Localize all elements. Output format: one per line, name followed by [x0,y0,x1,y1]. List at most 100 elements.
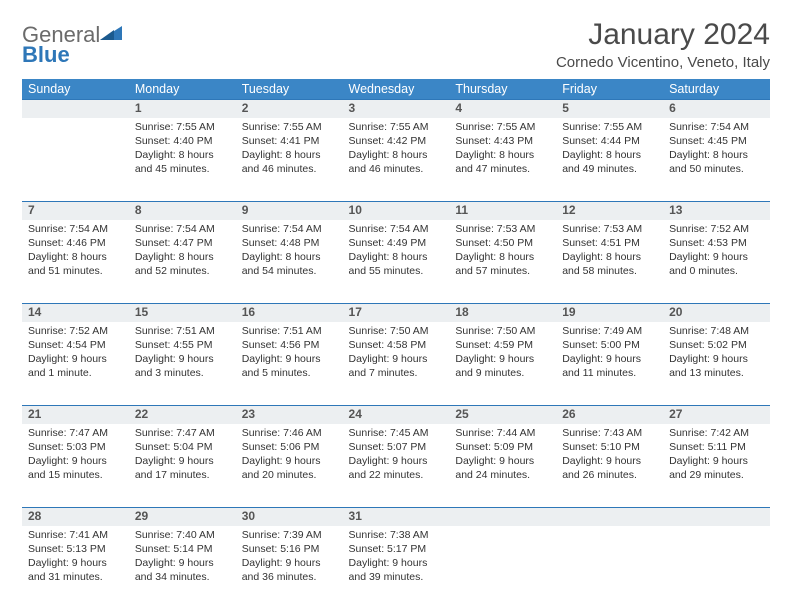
sunrise-text: Sunrise: 7:43 AM [562,426,657,440]
day-number: 4 [449,100,556,118]
daylight-text: Daylight: 9 hours and 0 minutes. [669,250,764,278]
daynum-row: 78910111213 [22,202,770,220]
sunset-text: Sunset: 5:16 PM [242,542,337,556]
header: General Blue January 2024 Cornedo Vicent… [22,18,770,71]
sunset-text: Sunset: 4:55 PM [135,338,230,352]
day-cell: Sunrise: 7:49 AMSunset: 5:00 PMDaylight:… [556,322,663,406]
day-cell: Sunrise: 7:41 AMSunset: 5:13 PMDaylight:… [22,526,129,610]
sunrise-text: Sunrise: 7:46 AM [242,426,337,440]
day-cell: Sunrise: 7:53 AMSunset: 4:51 PMDaylight:… [556,220,663,304]
sunrise-text: Sunrise: 7:51 AM [135,324,230,338]
month-title: January 2024 [556,18,770,52]
day-number: 1 [129,100,236,118]
day-number: 19 [556,304,663,322]
day-cell: Sunrise: 7:54 AMSunset: 4:47 PMDaylight:… [129,220,236,304]
day-cell: Sunrise: 7:42 AMSunset: 5:11 PMDaylight:… [663,424,770,508]
day-number: 25 [449,406,556,424]
day-number: 12 [556,202,663,220]
day-cell: Sunrise: 7:52 AMSunset: 4:53 PMDaylight:… [663,220,770,304]
sunrise-text: Sunrise: 7:54 AM [242,222,337,236]
sunrise-text: Sunrise: 7:47 AM [28,426,123,440]
weekday-friday: Friday [556,79,663,100]
sunrise-text: Sunrise: 7:52 AM [669,222,764,236]
weekday-sunday: Sunday [22,79,129,100]
daylight-text: Daylight: 9 hours and 1 minute. [28,352,123,380]
daylight-text: Daylight: 8 hours and 58 minutes. [562,250,657,278]
sunset-text: Sunset: 5:10 PM [562,440,657,454]
weekday-monday: Monday [129,79,236,100]
day-number: 29 [129,508,236,526]
sunrise-text: Sunrise: 7:55 AM [242,120,337,134]
day-number: 18 [449,304,556,322]
sunrise-text: Sunrise: 7:52 AM [28,324,123,338]
day-number: 24 [343,406,450,424]
sunset-text: Sunset: 5:13 PM [28,542,123,556]
daylight-text: Daylight: 8 hours and 55 minutes. [349,250,444,278]
weekday-wednesday: Wednesday [343,79,450,100]
daylight-text: Daylight: 9 hours and 31 minutes. [28,556,123,584]
content-row: Sunrise: 7:52 AMSunset: 4:54 PMDaylight:… [22,322,770,406]
sunrise-text: Sunrise: 7:55 AM [349,120,444,134]
sunrise-text: Sunrise: 7:41 AM [28,528,123,542]
sunset-text: Sunset: 4:51 PM [562,236,657,250]
daynum-row: 21222324252627 [22,406,770,424]
daylight-text: Daylight: 9 hours and 26 minutes. [562,454,657,482]
sunset-text: Sunset: 4:48 PM [242,236,337,250]
empty-daynum [449,508,556,526]
daylight-text: Daylight: 9 hours and 39 minutes. [349,556,444,584]
daylight-text: Daylight: 8 hours and 46 minutes. [349,148,444,176]
day-cell: Sunrise: 7:52 AMSunset: 4:54 PMDaylight:… [22,322,129,406]
sunset-text: Sunset: 5:04 PM [135,440,230,454]
day-cell: Sunrise: 7:54 AMSunset: 4:45 PMDaylight:… [663,118,770,202]
day-cell: Sunrise: 7:55 AMSunset: 4:41 PMDaylight:… [236,118,343,202]
content-row: Sunrise: 7:55 AMSunset: 4:40 PMDaylight:… [22,118,770,202]
sunset-text: Sunset: 5:07 PM [349,440,444,454]
daynum-row: 28293031 [22,508,770,526]
daylight-text: Daylight: 9 hours and 5 minutes. [242,352,337,380]
weekday-tuesday: Tuesday [236,79,343,100]
sunset-text: Sunset: 4:53 PM [669,236,764,250]
sunrise-text: Sunrise: 7:39 AM [242,528,337,542]
day-number: 8 [129,202,236,220]
weekday-saturday: Saturday [663,79,770,100]
day-number: 3 [343,100,450,118]
daylight-text: Daylight: 8 hours and 51 minutes. [28,250,123,278]
day-cell: Sunrise: 7:38 AMSunset: 5:17 PMDaylight:… [343,526,450,610]
sunrise-text: Sunrise: 7:54 AM [349,222,444,236]
sunset-text: Sunset: 4:44 PM [562,134,657,148]
daylight-text: Daylight: 9 hours and 17 minutes. [135,454,230,482]
sunrise-text: Sunrise: 7:53 AM [562,222,657,236]
day-cell: Sunrise: 7:54 AMSunset: 4:46 PMDaylight:… [22,220,129,304]
daylight-text: Daylight: 9 hours and 15 minutes. [28,454,123,482]
daylight-text: Daylight: 9 hours and 3 minutes. [135,352,230,380]
day-number: 2 [236,100,343,118]
daylight-text: Daylight: 8 hours and 46 minutes. [242,148,337,176]
day-cell: Sunrise: 7:47 AMSunset: 5:03 PMDaylight:… [22,424,129,508]
logo: General Blue [22,18,122,65]
day-cell: Sunrise: 7:51 AMSunset: 4:55 PMDaylight:… [129,322,236,406]
day-number: 15 [129,304,236,322]
day-number: 5 [556,100,663,118]
day-cell: Sunrise: 7:45 AMSunset: 5:07 PMDaylight:… [343,424,450,508]
logo-text: General Blue [22,24,122,65]
day-cell: Sunrise: 7:55 AMSunset: 4:43 PMDaylight:… [449,118,556,202]
calendar-body: 123456Sunrise: 7:55 AMSunset: 4:40 PMDay… [22,100,770,610]
calendar-table: Sunday Monday Tuesday Wednesday Thursday… [22,79,770,610]
day-cell: Sunrise: 7:54 AMSunset: 4:48 PMDaylight:… [236,220,343,304]
sunset-text: Sunset: 4:56 PM [242,338,337,352]
daylight-text: Daylight: 8 hours and 50 minutes. [669,148,764,176]
daynum-row: 14151617181920 [22,304,770,322]
day-cell: Sunrise: 7:54 AMSunset: 4:49 PMDaylight:… [343,220,450,304]
sunset-text: Sunset: 5:11 PM [669,440,764,454]
day-cell: Sunrise: 7:51 AMSunset: 4:56 PMDaylight:… [236,322,343,406]
sunrise-text: Sunrise: 7:49 AM [562,324,657,338]
sunrise-text: Sunrise: 7:50 AM [455,324,550,338]
empty-cell [556,526,663,610]
content-row: Sunrise: 7:47 AMSunset: 5:03 PMDaylight:… [22,424,770,508]
sunrise-text: Sunrise: 7:55 AM [455,120,550,134]
empty-daynum [22,100,129,118]
empty-cell [449,526,556,610]
sunset-text: Sunset: 5:09 PM [455,440,550,454]
day-number: 30 [236,508,343,526]
sunrise-text: Sunrise: 7:38 AM [349,528,444,542]
